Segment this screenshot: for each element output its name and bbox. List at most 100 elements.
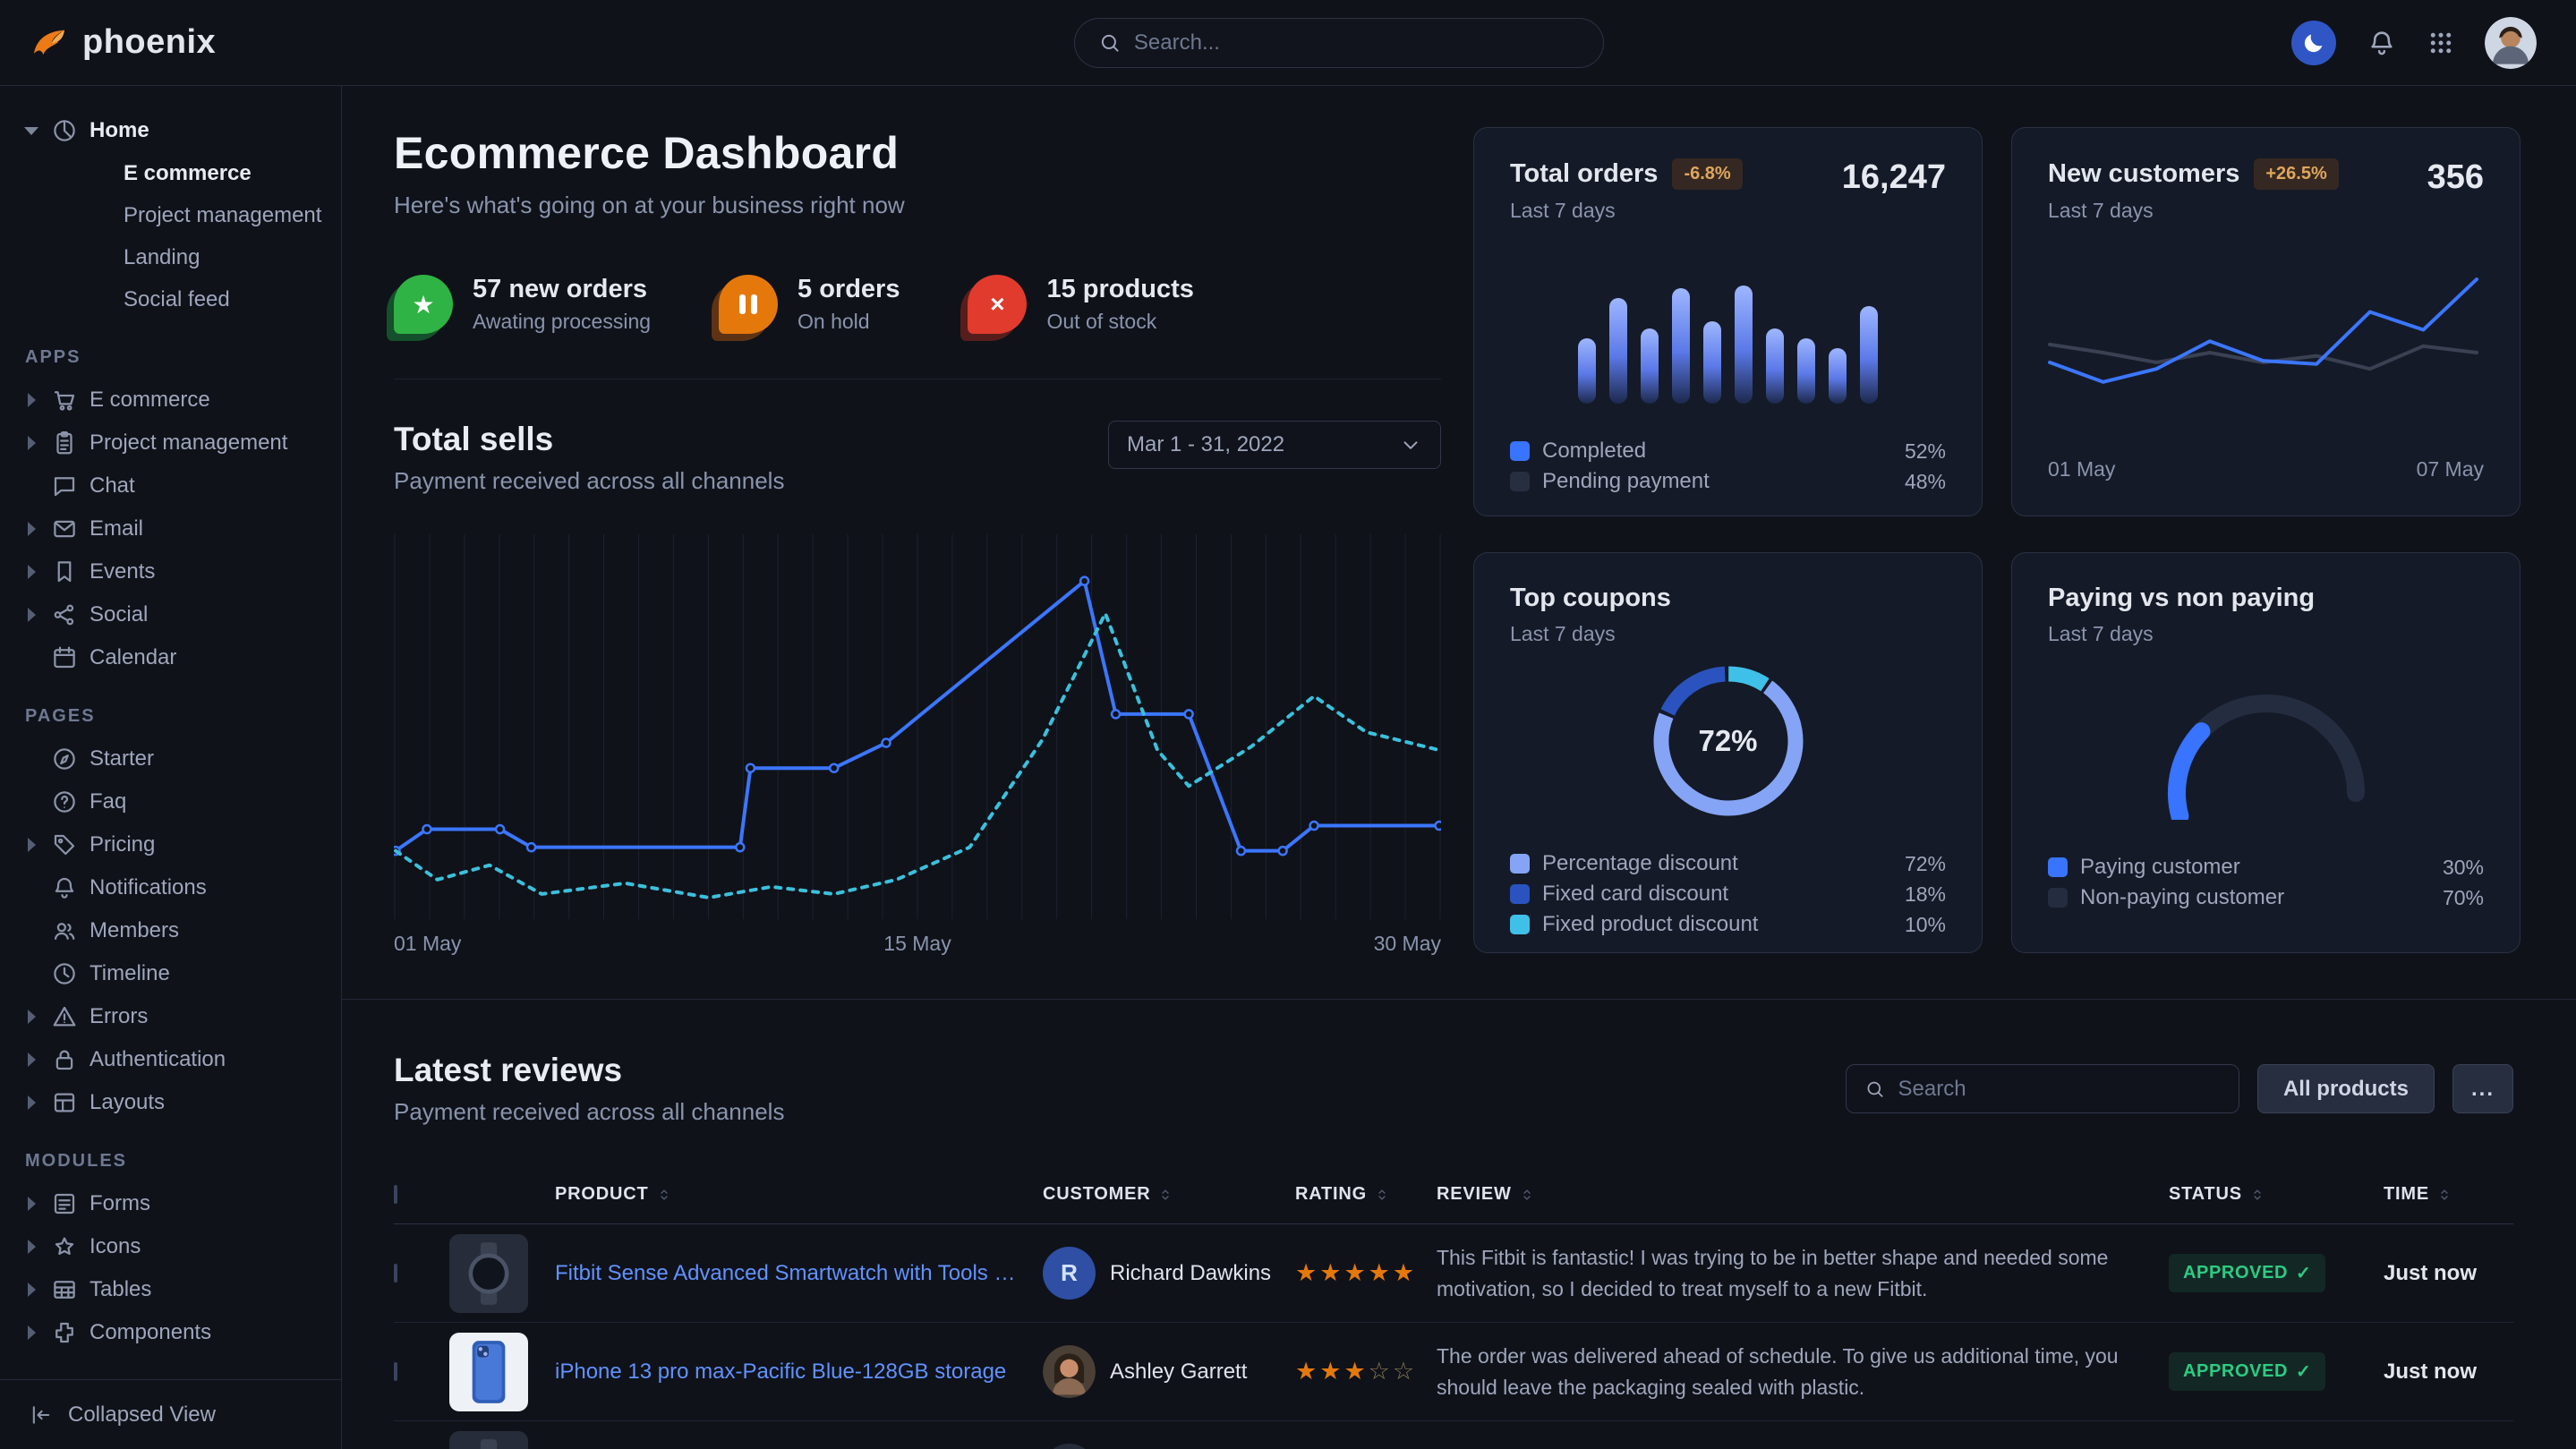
- sidebar-item-authentication[interactable]: Authentication: [23, 1038, 328, 1081]
- status-badge: APPROVED✓: [2169, 1254, 2325, 1292]
- top-coupons-legend: Percentage discount72%Fixed card discoun…: [1510, 848, 1946, 940]
- new-customers-line-chart: [2048, 253, 2478, 441]
- sidebar-item-members[interactable]: Members: [23, 909, 328, 952]
- reviews-subtitle: Payment received across all channels: [394, 1098, 784, 1126]
- sidebar-item-faq[interactable]: Faq: [23, 780, 328, 823]
- table-row: iPhone 13 pro max-Pacific Blue-128GB sto…: [394, 1323, 2513, 1421]
- sidebar-item-icons[interactable]: Icons: [23, 1225, 328, 1268]
- x-tick-label: 01 May: [2048, 457, 2115, 482]
- legend-label: Paying customer: [2080, 855, 2430, 880]
- total-sells-x-axis: 01 May15 May30 May: [394, 932, 1441, 956]
- card-title: Total orders: [1510, 159, 1658, 189]
- sidebar-item-label: Errors: [90, 1004, 148, 1029]
- sidebar-item-pricing[interactable]: Pricing: [23, 823, 328, 866]
- clipboard-icon: [51, 430, 78, 456]
- legend-swatch: [1510, 915, 1530, 934]
- column-header-customer[interactable]: CUSTOMER: [1043, 1184, 1295, 1205]
- column-header-status[interactable]: STATUS: [2169, 1184, 2384, 1205]
- stat-caption: On hold: [798, 310, 900, 334]
- paying-legend: Paying customer30%Non-paying customer70%: [2048, 852, 2484, 913]
- caret-right-icon: [23, 1283, 39, 1297]
- product-thumbnail[interactable]: [449, 1234, 555, 1313]
- sidebar-item-label: Home: [90, 118, 149, 143]
- column-header-time[interactable]: TIME: [2384, 1184, 2513, 1205]
- staricon-icon: [51, 1233, 78, 1260]
- sidebar-item-notifications[interactable]: Notifications: [23, 866, 328, 909]
- notifications-bell-icon[interactable]: [2367, 28, 2397, 58]
- product-thumbnail[interactable]: [449, 1431, 555, 1449]
- sidebar-item-timeline[interactable]: Timeline: [23, 952, 328, 995]
- sidebar-item-project-management[interactable]: Project management: [23, 194, 328, 236]
- moon-icon: [2301, 30, 2326, 55]
- caret-right-icon: [23, 1053, 39, 1067]
- sidebar-item-layouts[interactable]: Layouts: [23, 1081, 328, 1124]
- sidebar-item-errors[interactable]: Errors: [23, 995, 328, 1038]
- theme-toggle-button[interactable]: [2291, 21, 2336, 65]
- column-label: STATUS: [2169, 1184, 2242, 1205]
- sidebar-item-events[interactable]: Events: [23, 550, 328, 593]
- table-icon: [51, 1276, 78, 1303]
- sidebar-item-social[interactable]: Social: [23, 593, 328, 636]
- legend-label: Fixed card discount: [1542, 882, 1892, 907]
- select-all-checkbox[interactable]: [394, 1185, 397, 1204]
- cart-icon: [51, 387, 78, 413]
- sidebar-item-starter[interactable]: Starter: [23, 737, 328, 780]
- sidebar-item-social-feed[interactable]: Social feed: [23, 278, 328, 320]
- reviews-search-input[interactable]: [1898, 1077, 2221, 1102]
- customer-name: Ashley Garrett: [1110, 1360, 1247, 1385]
- sidebar-item-project-management[interactable]: Project management: [23, 422, 328, 465]
- column-label: RATING: [1295, 1184, 1367, 1205]
- more-options-button[interactable]: ...: [2452, 1064, 2513, 1113]
- reviews-search[interactable]: [1846, 1064, 2239, 1113]
- apps-grid-icon[interactable]: [2427, 30, 2454, 56]
- brand[interactable]: phoenix: [30, 23, 216, 62]
- sidebar-item-landing[interactable]: Landing: [23, 236, 328, 278]
- x-icon: ×: [968, 275, 1027, 334]
- new-customers-card: New customers +26.5% Last 7 days 356 01 …: [2011, 127, 2521, 516]
- sidebar-item-e-commerce[interactable]: E commerce: [23, 379, 328, 422]
- sidebar-item-email[interactable]: Email: [23, 507, 328, 550]
- sidebar-item-tables[interactable]: Tables: [23, 1268, 328, 1311]
- sidebar-item-label: Starter: [90, 746, 154, 771]
- product-link[interactable]: Fitbit Sense Advanced Smartwatch with To…: [555, 1261, 1043, 1286]
- bar: [1641, 328, 1659, 404]
- donut-center-label: 72%: [1650, 662, 1807, 820]
- column-header-product[interactable]: PRODUCT: [555, 1184, 1043, 1205]
- sidebar-item-chat[interactable]: Chat: [23, 465, 328, 507]
- search-input[interactable]: [1134, 30, 1580, 55]
- topbar-search[interactable]: [1074, 18, 1604, 68]
- row-checkbox[interactable]: [394, 1264, 397, 1283]
- legend-label: Fixed product discount: [1542, 912, 1892, 937]
- date-range-value: Mar 1 - 31, 2022: [1127, 432, 1284, 457]
- x-tick-label: 01 May: [394, 932, 461, 956]
- brand-name: phoenix: [82, 23, 216, 62]
- paying-card: Paying vs non paying Last 7 days Paying …: [2011, 552, 2521, 953]
- chevron-down-icon: [1399, 433, 1422, 456]
- product-thumbnail[interactable]: [449, 1333, 555, 1411]
- sidebar-section-label: APPS: [25, 347, 328, 368]
- date-range-select[interactable]: Mar 1 - 31, 2022: [1108, 421, 1441, 469]
- legend-swatch: [2048, 888, 2068, 908]
- rating-stars: ★★★★★: [1295, 1259, 1437, 1287]
- sidebar-item-components[interactable]: Components: [23, 1311, 328, 1354]
- collapse-view-button[interactable]: Collapsed View: [0, 1379, 341, 1449]
- column-header-review[interactable]: REVIEW: [1437, 1184, 2169, 1205]
- user-avatar[interactable]: [2485, 17, 2537, 69]
- page-title: Ecommerce Dashboard: [394, 127, 1441, 179]
- sort-icon: [1374, 1187, 1390, 1203]
- caret-right-icon: [23, 522, 39, 536]
- column-header-rating[interactable]: RATING: [1295, 1184, 1437, 1205]
- search-icon: [1864, 1078, 1886, 1101]
- sidebar-item-calendar[interactable]: Calendar: [23, 636, 328, 679]
- sidebar-item-home[interactable]: Home: [23, 109, 328, 152]
- row-checkbox[interactable]: [394, 1362, 397, 1381]
- sidebar-item-forms[interactable]: Forms: [23, 1182, 328, 1225]
- bar: [1860, 306, 1878, 404]
- product-link[interactable]: iPhone 13 pro max-Pacific Blue-128GB sto…: [555, 1360, 1043, 1385]
- caret-right-icon: [23, 608, 39, 622]
- all-products-button[interactable]: All products: [2257, 1064, 2435, 1113]
- sidebar-item-label: Landing: [124, 245, 200, 270]
- bar: [1829, 348, 1847, 404]
- sidebar-item-e-commerce[interactable]: E commerce: [23, 152, 328, 194]
- avatar: R: [1043, 1247, 1096, 1300]
